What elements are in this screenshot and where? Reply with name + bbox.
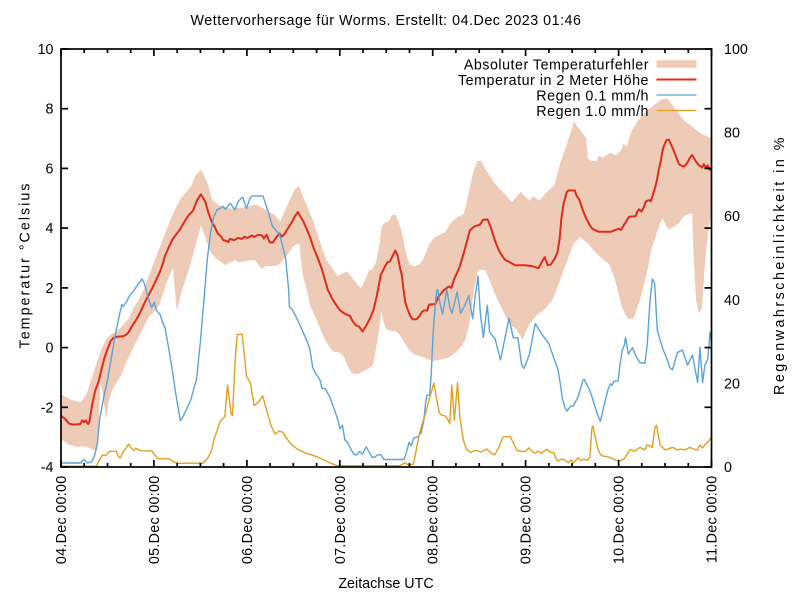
svg-text:Temperatur °Celsius: Temperatur °Celsius <box>18 182 34 349</box>
svg-text:20: 20 <box>724 376 740 392</box>
svg-text:0: 0 <box>724 460 732 476</box>
svg-text:-4: -4 <box>41 460 54 476</box>
svg-text:Zeitachse UTC: Zeitachse UTC <box>338 576 433 592</box>
svg-text:6: 6 <box>46 161 54 177</box>
svg-text:07.Dec 00:00: 07.Dec 00:00 <box>333 476 349 565</box>
svg-text:04.Dec 00:00: 04.Dec 00:00 <box>54 476 70 565</box>
svg-text:-2: -2 <box>41 400 54 416</box>
svg-text:Regen 1.0 mm/h: Regen 1.0 mm/h <box>536 104 649 120</box>
svg-text:80: 80 <box>724 126 740 142</box>
svg-text:Regen 0.1 mm/h: Regen 0.1 mm/h <box>536 88 649 104</box>
svg-text:08.Dec 00:00: 08.Dec 00:00 <box>426 476 442 565</box>
svg-text:Absoluter Temperaturfehler: Absoluter Temperaturfehler <box>464 57 649 73</box>
svg-text:10: 10 <box>38 42 54 58</box>
svg-text:4: 4 <box>46 221 54 237</box>
svg-text:8: 8 <box>46 102 54 118</box>
svg-text:60: 60 <box>724 209 740 225</box>
svg-text:06.Dec 00:00: 06.Dec 00:00 <box>240 476 256 565</box>
svg-text:09.Dec 00:00: 09.Dec 00:00 <box>519 476 535 565</box>
svg-text:0: 0 <box>46 341 54 357</box>
svg-text:Regenwahrscheinlichkeit in %: Regenwahrscheinlichkeit in % <box>772 135 788 395</box>
svg-text:100: 100 <box>724 42 748 58</box>
svg-text:10.Dec 00:00: 10.Dec 00:00 <box>612 476 628 565</box>
svg-text:40: 40 <box>724 293 740 309</box>
svg-text:11.Dec 00:00: 11.Dec 00:00 <box>705 476 721 564</box>
svg-text:05.Dec 00:00: 05.Dec 00:00 <box>147 476 163 565</box>
svg-text:2: 2 <box>46 281 54 297</box>
svg-text:Temperatur in 2 Meter Höhe: Temperatur in 2 Meter Höhe <box>458 73 649 89</box>
svg-text:Wettervorhersage für Worms. Er: Wettervorhersage für Worms. Erstellt: 04… <box>191 13 582 29</box>
